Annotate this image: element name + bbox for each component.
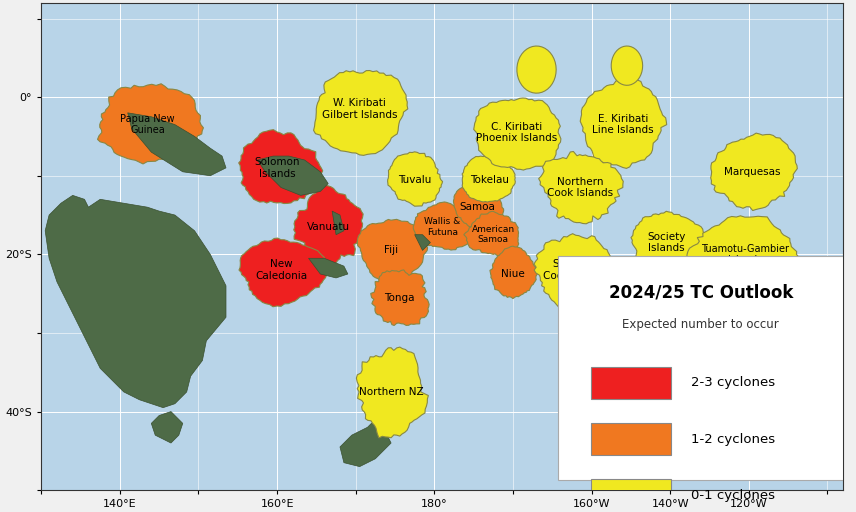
Text: Samoa: Samoa	[460, 202, 496, 212]
Polygon shape	[413, 202, 473, 250]
Text: Solomon
Islands: Solomon Islands	[254, 157, 300, 179]
Text: Austral
Islands: Austral Islands	[656, 294, 693, 316]
Polygon shape	[710, 133, 797, 210]
Text: Vanuatu: Vanuatu	[306, 222, 350, 232]
Polygon shape	[462, 156, 515, 202]
Text: Tokelau: Tokelau	[470, 175, 508, 185]
Polygon shape	[128, 113, 226, 176]
Bar	[591, 479, 671, 511]
Polygon shape	[371, 270, 429, 326]
Polygon shape	[308, 258, 348, 278]
Text: 2-3 cyclones: 2-3 cyclones	[691, 376, 775, 390]
Text: Northern
Cook Islands: Northern Cook Islands	[547, 177, 613, 198]
Text: New
Caledonia: New Caledonia	[255, 259, 307, 281]
Polygon shape	[45, 196, 226, 408]
Text: American
Samoa: American Samoa	[472, 225, 514, 244]
Text: W. Kiribati
Gilbert Islands: W. Kiribati Gilbert Islands	[322, 98, 397, 120]
Text: Marquesas: Marquesas	[724, 167, 781, 177]
Polygon shape	[152, 412, 182, 443]
Polygon shape	[538, 152, 623, 224]
Polygon shape	[631, 211, 706, 273]
Text: 1-2 cyclones: 1-2 cyclones	[691, 433, 775, 445]
Text: Papua New
Guinea: Papua New Guinea	[120, 114, 175, 136]
Text: Southern
Cook Islands: Southern Cook Islands	[543, 259, 609, 281]
Text: E. Kiribati
Line Islands: E. Kiribati Line Islands	[592, 114, 654, 136]
Polygon shape	[611, 46, 643, 86]
Polygon shape	[517, 46, 556, 93]
Text: Niue: Niue	[501, 269, 525, 279]
Text: Society
Islands: Society Islands	[647, 232, 686, 253]
Polygon shape	[627, 276, 713, 336]
Polygon shape	[414, 234, 431, 250]
Polygon shape	[294, 185, 363, 268]
Text: Fiji: Fiji	[384, 245, 398, 255]
Text: Pitcairn
Islands: Pitcairn Islands	[792, 287, 831, 308]
Polygon shape	[464, 211, 519, 257]
Polygon shape	[313, 71, 407, 155]
Polygon shape	[490, 246, 538, 298]
Polygon shape	[98, 84, 204, 164]
Bar	[591, 367, 671, 399]
Text: Tuamotu-Gambier
Islands: Tuamotu-Gambier Islands	[701, 244, 789, 265]
Polygon shape	[454, 183, 503, 227]
Polygon shape	[239, 238, 327, 307]
Polygon shape	[376, 384, 423, 419]
Polygon shape	[686, 216, 799, 292]
Text: Tonga: Tonga	[383, 292, 414, 303]
Text: Wallis &
Futuna: Wallis & Futuna	[424, 217, 461, 237]
Polygon shape	[340, 423, 391, 466]
Text: Tuvalu: Tuvalu	[398, 175, 431, 185]
Text: Expected number to occur: Expected number to occur	[622, 318, 779, 331]
Text: Northern NZ: Northern NZ	[359, 387, 424, 397]
Polygon shape	[356, 347, 428, 438]
Text: 0-1 cyclones: 0-1 cyclones	[691, 488, 775, 502]
Polygon shape	[473, 98, 561, 170]
Polygon shape	[388, 152, 443, 206]
Polygon shape	[357, 219, 428, 283]
Text: C. Kiribati
Phoenix Islands: C. Kiribati Phoenix Islands	[476, 122, 557, 143]
Polygon shape	[258, 156, 328, 196]
Polygon shape	[780, 268, 842, 329]
FancyBboxPatch shape	[558, 256, 843, 480]
Polygon shape	[239, 130, 323, 204]
Bar	[591, 423, 671, 455]
Polygon shape	[332, 211, 344, 234]
Polygon shape	[534, 233, 616, 310]
Polygon shape	[580, 78, 667, 168]
Text: 2024/25 TC Outlook: 2024/25 TC Outlook	[609, 284, 793, 302]
